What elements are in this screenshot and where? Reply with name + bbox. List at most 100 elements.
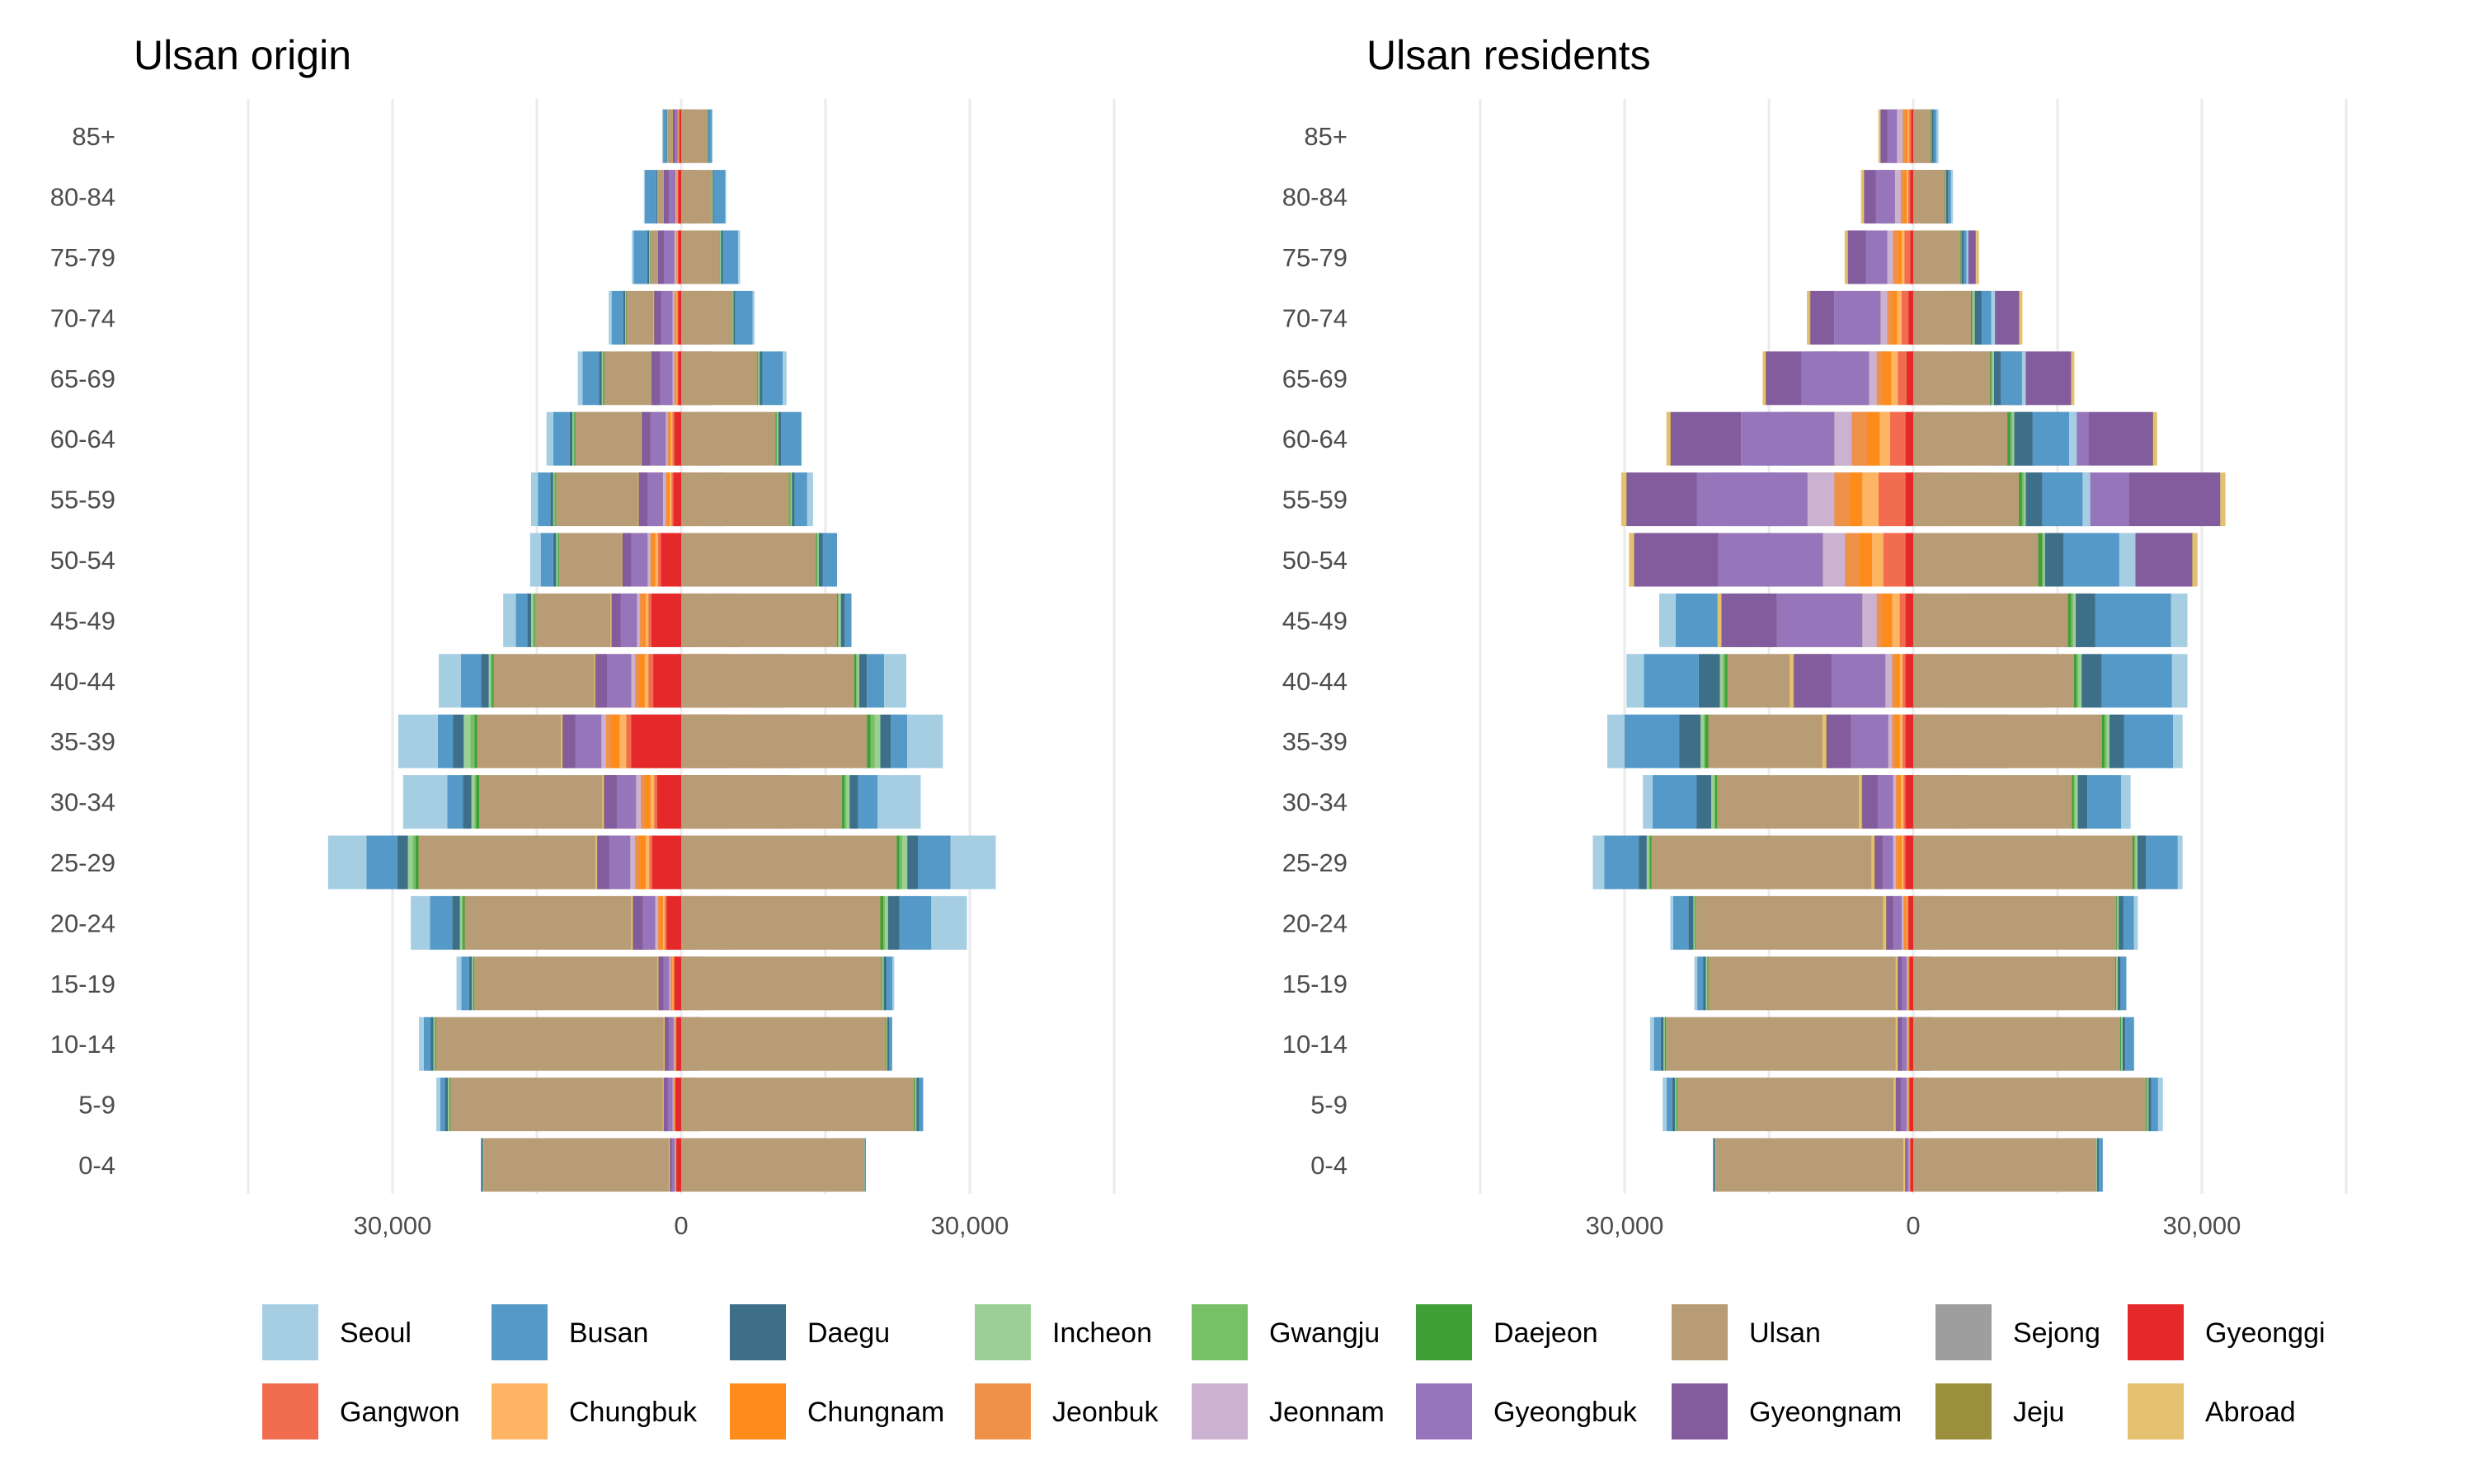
- bar-right-50-54-incheon: [817, 533, 819, 587]
- bar-right-80-84-chungnam: [676, 170, 678, 224]
- bar-right-50-54-seoul: [2119, 533, 2136, 587]
- bar-right-30-34-gangwon: [1903, 775, 1906, 829]
- bar-right-65-69-daejeon: [757, 351, 759, 406]
- bar-right-70-74-chungnam: [1892, 290, 1898, 345]
- age-label: 35-39: [1282, 727, 1348, 756]
- bar-right-45-49-chungbuk: [1892, 593, 1900, 647]
- bar-left-20-24-seoul: [411, 895, 430, 950]
- bar-right-65-69-seoul: [2021, 351, 2026, 406]
- legend-label-gwangju: Gwangju: [1269, 1317, 1380, 1349]
- bar-right-60-64-gangwon: [672, 411, 675, 466]
- bar-right-70-74-daejeon: [731, 290, 733, 345]
- bar-right-10-14-jeonbuk: [1907, 1017, 1908, 1071]
- bar-right-40-44-jeonbuk: [635, 654, 639, 708]
- bar-left-30-34-gwangju: [474, 775, 477, 829]
- bar-left-20-24-incheon: [459, 895, 462, 950]
- bar-right-40-44-gangwon: [1903, 654, 1906, 708]
- bar-left-0-4-daegu: [1713, 1138, 1715, 1192]
- bar-left-0-4-ulsan: [483, 1138, 681, 1192]
- bar-left-80-84-daegu: [656, 170, 658, 224]
- bar-right-5-9-abroad: [1893, 1078, 1896, 1132]
- bar-right-85--gyeongnam: [672, 109, 675, 163]
- bar-left-35-39-gwangju: [1703, 714, 1705, 768]
- legend-label-daejeon: Daejeon: [1493, 1317, 1598, 1349]
- bar-right-65-69-jeonnam: [672, 351, 675, 406]
- bar-right-70-74-jeonnam: [1880, 290, 1888, 345]
- age-label: 25-29: [1282, 848, 1348, 877]
- bar-right-65-69-busan: [2001, 351, 2022, 406]
- legend-label-jeonbuk: Jeonbuk: [1052, 1397, 1159, 1428]
- bar-right-30-34-incheon: [2075, 775, 2078, 829]
- bar-right-35-39-incheon: [874, 714, 881, 768]
- bar-left-5-9-daegu: [1672, 1078, 1676, 1132]
- bar-left-45-49-gwangju: [533, 593, 534, 647]
- legend-swatch-gyeongbuk: [1416, 1383, 1472, 1439]
- bar-right-40-44-seoul: [884, 654, 906, 708]
- bar-right-65-69-gangwon: [1898, 351, 1907, 406]
- bar-right-50-54-jeonbuk: [1845, 533, 1860, 587]
- bar-right-10-14-gyeongbuk: [668, 1017, 674, 1071]
- bar-right-20-24-gyeongnam: [1886, 895, 1893, 950]
- bar-right-5-9-jeonbuk: [1907, 1078, 1908, 1132]
- bar-right-55-59-gwangju: [2021, 472, 2025, 527]
- bar-right-35-39-gyeonggi: [631, 714, 681, 768]
- bar-right-75-79-daegu: [1961, 230, 1964, 284]
- bar-left-40-44-gwangju: [491, 654, 492, 708]
- bar-right-85--chungnam: [1905, 109, 1907, 163]
- bar-right-45-49-daegu: [2076, 593, 2095, 647]
- bar-right-25-29-gwangju: [899, 835, 903, 890]
- bar-left-10-14-ulsan: [1666, 1017, 1913, 1071]
- bar-right-35-39-daegu: [2109, 714, 2124, 768]
- bar-right-55-59-busan: [794, 472, 807, 527]
- age-label: 20-24: [1282, 909, 1348, 937]
- bar-right-40-44-chungnam: [638, 654, 645, 708]
- bar-right-50-54-gyeonggi: [661, 533, 681, 587]
- legend-label-daegu: Daegu: [807, 1317, 890, 1349]
- bar-right-25-29-seoul: [2177, 835, 2183, 890]
- bar-right-0-4-daegu: [864, 1138, 866, 1192]
- bar-right-35-39-chungbuk: [619, 714, 627, 768]
- bar-right-35-39-incheon: [2106, 714, 2109, 768]
- bar-right-75-79-incheon: [1961, 230, 1962, 284]
- legend-swatch-jeonnam: [1192, 1383, 1248, 1439]
- panel-x-ticks-ulsan-origin: 30,000 0 30,000: [354, 1211, 1009, 1240]
- bar-right-60-64-busan: [2032, 411, 2069, 466]
- legend-swatch-gangwon: [262, 1383, 318, 1439]
- bar-right-25-29-gangwon: [1903, 835, 1906, 890]
- bar-right-40-44-busan: [867, 654, 885, 708]
- bar-right-55-59-daegu: [2025, 472, 2043, 527]
- bar-right-30-34-daegu: [849, 775, 858, 829]
- age-label: 60-64: [50, 425, 115, 453]
- bar-right-65-69-gyeongbuk: [660, 351, 673, 406]
- bar-left-10-14-ulsan: [435, 1017, 681, 1071]
- bar-left-70-74-incheon: [624, 290, 626, 345]
- bar-right-80-84-gyeongbuk: [1875, 170, 1895, 224]
- bar-right-70-74-gyeonggi: [1908, 290, 1913, 345]
- bar-left-85--seoul: [661, 109, 664, 163]
- bar-left-35-39-daejeon: [1705, 714, 1709, 768]
- bar-right-0-4-ulsan: [681, 1138, 864, 1192]
- bar-left-50-54-daejeon: [557, 533, 559, 587]
- bar-left-30-34-incheon: [471, 775, 475, 829]
- bar-right-30-34-chungnam: [1898, 775, 1901, 829]
- bar-left-40-44-daejeon: [1724, 654, 1728, 708]
- bar-right-80-84-gangwon: [1908, 170, 1911, 224]
- bar-right-5-9-gyeonggi: [1909, 1078, 1913, 1132]
- bar-left-40-44-gwangju: [1723, 654, 1725, 708]
- bar-right-30-34-daejeon: [841, 775, 845, 829]
- bar-right-70-74-gyeongnam: [654, 290, 661, 345]
- bar-right-15-19-daejeon: [2115, 956, 2117, 1011]
- x-tick-label: 0: [674, 1211, 688, 1240]
- bar-right-75-79-gyeonggi: [678, 230, 681, 284]
- bar-right-60-64-ulsan: [1913, 411, 2008, 466]
- bar-right-10-14-gwangju: [2121, 1017, 2122, 1071]
- bar-right-75-79-chungnam: [676, 230, 678, 284]
- bar-right-30-34-daegu: [2077, 775, 2088, 829]
- bar-right-55-59-gangwon: [671, 472, 674, 527]
- bar-right-70-74-seoul: [1991, 290, 1996, 345]
- bar-left-10-14-seoul: [1649, 1017, 1654, 1071]
- bar-right-55-59-daejeon: [2019, 472, 2022, 527]
- bar-right-55-59-jeonbuk: [1834, 472, 1850, 527]
- legend-label-seoul: Seoul: [340, 1317, 412, 1349]
- bar-right-15-19-gyeonggi: [1909, 956, 1913, 1011]
